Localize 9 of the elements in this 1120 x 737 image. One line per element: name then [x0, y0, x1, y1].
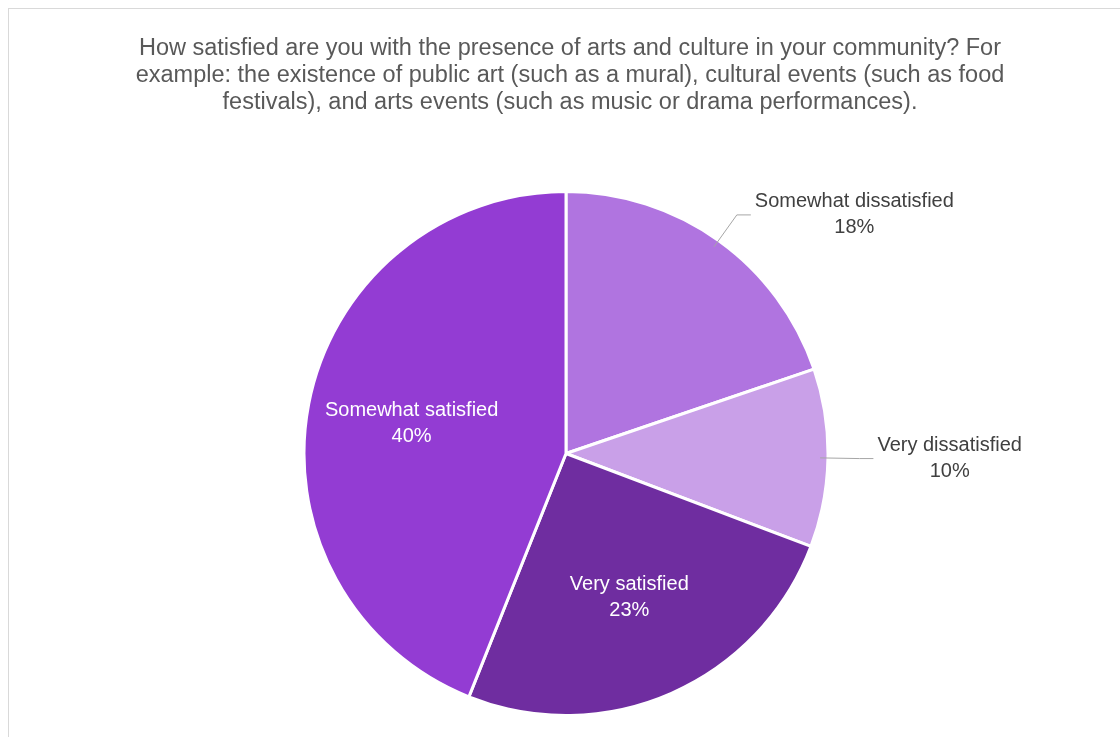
- slice-label: Very satisfied: [569, 571, 689, 594]
- data-label: 18%: [834, 215, 875, 238]
- chart-title: How satisfied are you with the presence of arts and culture in your community? For example: the existence of public art (such as a mural), cultural events (such as food festivals), and arts events (such as music or drama performances).: [134, 34, 1006, 115]
- slice-label: Very dissatisfied: [877, 433, 1022, 456]
- data-label: 40%: [391, 424, 432, 447]
- data-label: 10%: [929, 459, 970, 482]
- data-label: 23%: [609, 597, 650, 620]
- slice-label: Somewhat satisfied: [324, 398, 499, 421]
- slice-label: Somewhat dissatisfied: [754, 189, 954, 212]
